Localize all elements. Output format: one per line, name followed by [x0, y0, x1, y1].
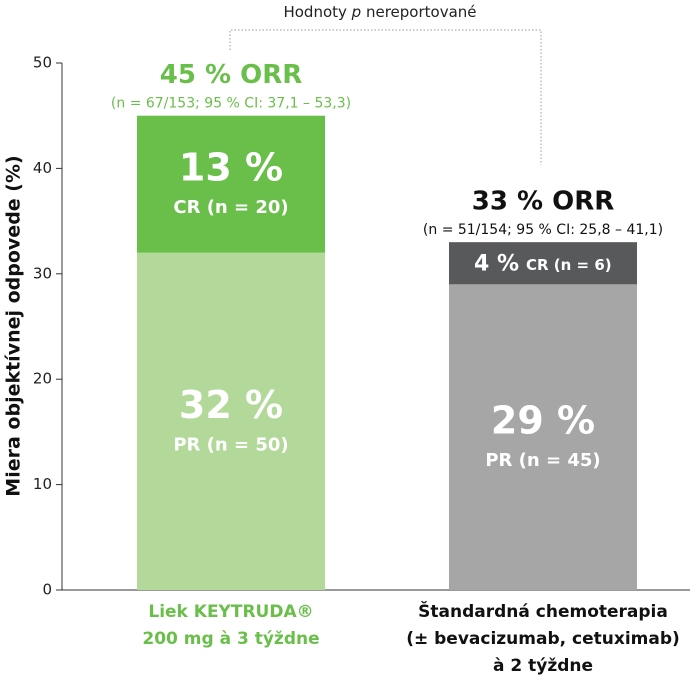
x-tick-label: Štandardná chemoterapia	[418, 600, 668, 622]
x-tick-label: Liek KEYTRUDA®	[148, 602, 313, 622]
detail-label: PR (n = 50)	[173, 434, 288, 455]
bar-segment	[449, 242, 637, 285]
bar-segment	[137, 115, 325, 253]
y-tick-label: 10	[33, 475, 52, 493]
x-tick-label: à 2 týždne	[493, 656, 593, 676]
ci-label: (n = 51/154; 95 % CI: 25,8 – 41,1)	[423, 222, 663, 238]
y-axis-label: Miera objektívnej odpovede (%)	[3, 155, 25, 496]
annotation-italic: p	[351, 3, 362, 21]
y-tick-label: 20	[33, 370, 52, 388]
annotation-text: Hodnoty	[283, 3, 351, 21]
y-tick-label: 30	[33, 264, 52, 282]
y-tick-label: 40	[33, 159, 52, 177]
total-label: 45 % ORR	[160, 60, 302, 90]
detail-label: CR (n = 6)	[526, 256, 612, 274]
value-label: 4 %	[474, 251, 519, 276]
detail-label: CR (n = 20)	[173, 197, 288, 218]
detail-label: PR (n = 45)	[485, 450, 600, 471]
ci-label: (n = 67/153; 95 % CI: 37,1 – 53,3)	[111, 96, 351, 112]
value-label: 13 %	[179, 146, 283, 190]
total-label: 33 % ORR	[472, 187, 614, 217]
y-tick-label: 0	[42, 581, 52, 599]
bracket	[229, 29, 542, 165]
x-tick-label: 200 mg à 3 týždne	[142, 629, 319, 649]
bar-segment	[449, 284, 637, 590]
annotation-text: nereportované	[361, 3, 476, 21]
value-label: 29 %	[491, 399, 595, 443]
x-tick-label: (± bevacizumab, cetuximab)	[406, 629, 680, 649]
bar-segment	[137, 252, 325, 590]
value-label: 32 %	[179, 383, 283, 427]
y-tick-label: 50	[33, 54, 52, 72]
annotation: Hodnoty p nereportované	[283, 3, 476, 21]
